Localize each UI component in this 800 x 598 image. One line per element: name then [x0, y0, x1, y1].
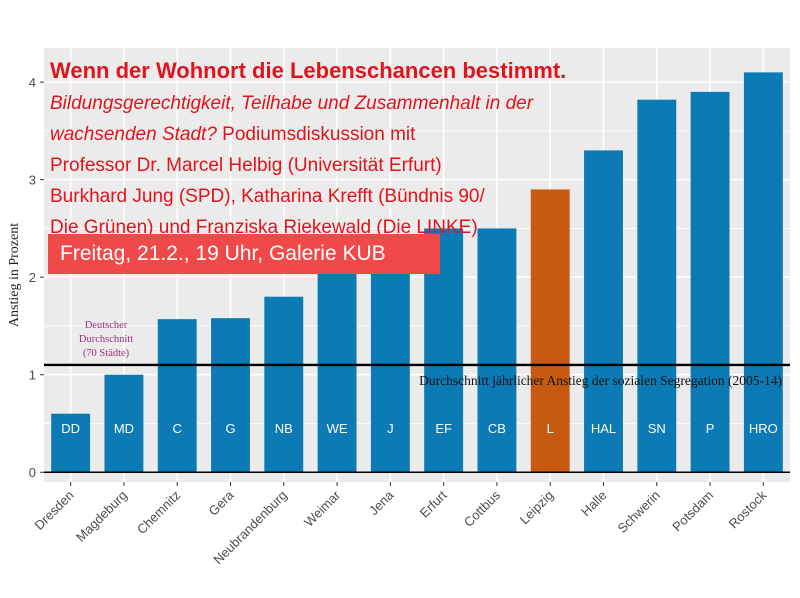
- bar-label: WE: [327, 421, 348, 436]
- bar-label: G: [225, 421, 235, 436]
- bar-halle: [584, 150, 623, 473]
- x-tick-label: Schwerin: [614, 488, 662, 536]
- x-tick-label: Halle: [578, 488, 610, 520]
- description-line-4: Burkhard Jung (SPD), Katharina Krefft (B…: [50, 186, 485, 207]
- average-line-group: Durchschnitt jährlicher Anstieg der sozi…: [44, 320, 790, 388]
- x-tick-label: Weimar: [301, 487, 344, 530]
- description-line-2-rest: Podiumsdiskussion mit: [216, 124, 416, 145]
- bar-label: CB: [488, 421, 506, 436]
- bar-label: C: [173, 421, 182, 436]
- bar-schwerin: [637, 99, 677, 473]
- y-tick-label: 0: [29, 465, 36, 480]
- y-tick-label: 4: [29, 75, 36, 90]
- bar-jena: [370, 247, 410, 473]
- bar-label: NB: [275, 421, 293, 436]
- x-tick-label: Rostock: [726, 487, 770, 531]
- bar-magdeburg: [104, 374, 144, 473]
- bar-label: HRO: [749, 421, 778, 436]
- national-average-note: (70 Städte): [83, 348, 130, 359]
- bar-cottbus: [477, 228, 517, 473]
- y-tick-label: 3: [29, 173, 36, 188]
- bar-rostock: [743, 72, 783, 473]
- bar-label: EF: [435, 421, 452, 436]
- national-average-note: Durchschnitt: [79, 334, 133, 345]
- bar-neubrandenburg: [264, 296, 304, 473]
- x-tick-label: Gera: [206, 487, 238, 519]
- description-line-5: Die Grünen) und Franziska Riekewald (Die…: [50, 217, 478, 238]
- x-tick-label: Magdeburg: [73, 488, 130, 545]
- bar-dresden: [51, 413, 91, 473]
- bar-gera: [211, 318, 250, 473]
- x-tick-label: Cottbus: [461, 487, 504, 530]
- x-tick-label: Jena: [366, 487, 397, 518]
- bar-label: J: [387, 421, 394, 436]
- national-average-note: Deutscher: [85, 320, 128, 331]
- bars: [51, 72, 783, 473]
- y-axis: 0 1 2 3 4: [29, 75, 44, 480]
- description-line-3: Professor Dr. Marcel Helbig (Universität…: [50, 155, 442, 176]
- x-tick-label: Leipzig: [517, 488, 557, 528]
- x-tick-label: Erfurt: [417, 487, 450, 520]
- description-line-1: Bildungsgerechtigkeit, Teilhabe und Zusa…: [50, 93, 534, 114]
- bar-label: MD: [114, 421, 134, 436]
- y-tick-label: 1: [29, 368, 36, 383]
- x-tick-label: Chemnitz: [134, 488, 183, 537]
- bar-chemnitz: [157, 319, 197, 473]
- description-line-2: wachsenden Stadt? Podiumsdiskussion mit: [50, 119, 610, 150]
- x-tick-label: Potsdam: [669, 488, 716, 535]
- bar-label: SN: [648, 421, 666, 436]
- bar-label: P: [706, 421, 715, 436]
- headline: Wenn der Wohnort die Lebenschancen besti…: [50, 58, 567, 83]
- bar-label: L: [547, 421, 554, 436]
- x-tick-label: Dresden: [31, 488, 76, 533]
- y-tick-label: 2: [29, 270, 36, 285]
- y-axis-label: Anstieg in Prozent: [7, 223, 22, 327]
- event-description: Bildungsgerechtigkeit, Teilhabe und Zusa…: [50, 88, 610, 243]
- bar-label: DD: [61, 421, 80, 436]
- bar-label: HAL: [591, 421, 616, 436]
- average-line-label: Durchschnitt jährlicher Anstieg der sozi…: [419, 373, 782, 388]
- bar-abbreviations: DD MD C G NB WE J EF CB L HAL SN P HRO: [61, 421, 778, 436]
- bar-weimar: [317, 267, 357, 473]
- description-line-2-italic: wachsenden Stadt?: [50, 124, 217, 145]
- bar-leipzig: [530, 189, 570, 473]
- event-date-banner: Freitag, 21.2., 19 Uhr, Galerie KUB: [48, 234, 440, 274]
- bar-potsdam: [690, 91, 730, 473]
